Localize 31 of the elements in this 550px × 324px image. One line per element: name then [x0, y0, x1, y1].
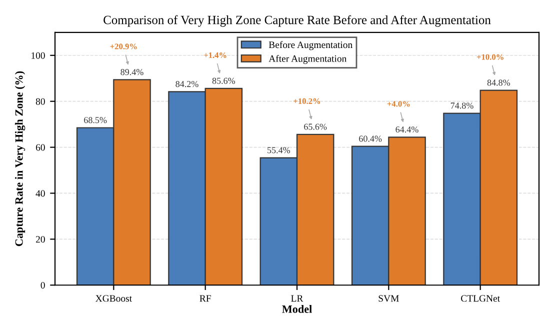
data-label: 74.8% [450, 102, 474, 109]
data-label: 65.6% [304, 124, 327, 130]
data-label: 84.8% [487, 80, 510, 86]
data-label: 85.6% [212, 78, 236, 84]
data-label: 55.4% [268, 147, 290, 154]
y-tick-label: 0 [40, 282, 45, 289]
x-tick-label: RF [200, 295, 211, 302]
x-tick-label: LR [291, 295, 304, 302]
data-label: 60.4% [359, 136, 382, 142]
y-tick-label: 100 [32, 52, 45, 59]
annotation: +1.4% [204, 52, 226, 58]
data-label: 68.5% [84, 117, 107, 124]
data-label: 89.4% [120, 69, 144, 76]
data-label: 84.2% [176, 80, 198, 88]
x-axis-title: Model [282, 305, 312, 313]
legend-label: After Augmentation [268, 54, 347, 64]
x-tick-label: SVM [378, 295, 399, 302]
annotation: +10.2% [294, 98, 320, 104]
y-tick-label: 40 [36, 190, 45, 197]
annotation: +20.9% [110, 44, 137, 50]
y-tick-label: 80 [36, 98, 45, 105]
y-tick-label: 20 [36, 236, 45, 243]
chart-title: Comparison of Very High Zone Capture Rate Before and After Augmentation [104, 15, 491, 27]
annotation: +10.0% [476, 54, 504, 60]
legend-label: Before Augmentation [268, 41, 352, 50]
y-tick-label: 60 [36, 144, 45, 151]
y-axis-title: Capture Rate in Very High Zone (%) [14, 71, 26, 246]
data-label: 64.4% [396, 126, 418, 133]
x-tick-label: XGBoost [96, 295, 132, 302]
x-tick-label: CTLGNet [461, 295, 500, 302]
annotation: +4.0% [387, 101, 410, 107]
